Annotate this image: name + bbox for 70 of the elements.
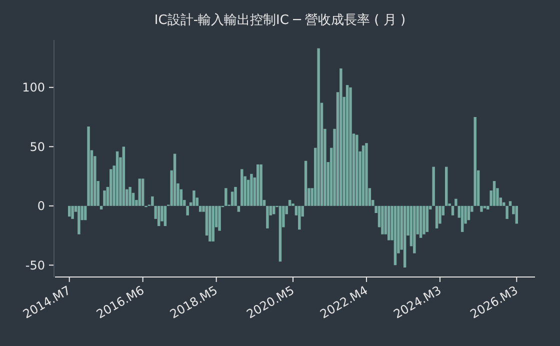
bar [164, 206, 167, 226]
bar [128, 186, 132, 206]
bar [454, 198, 458, 206]
bar [100, 206, 103, 210]
bar [381, 206, 384, 234]
bar [224, 188, 228, 206]
bar [362, 145, 365, 206]
bar [298, 206, 301, 230]
bar [157, 206, 160, 226]
bar [68, 206, 71, 217]
bar [349, 87, 352, 206]
bar [237, 206, 240, 212]
bar [403, 206, 406, 268]
bar [186, 206, 189, 216]
bar [467, 206, 470, 220]
bar [208, 206, 212, 242]
bar [394, 206, 397, 266]
bar [432, 166, 435, 206]
bar [151, 196, 154, 206]
bar [266, 206, 269, 228]
bar [250, 174, 253, 206]
bar [426, 206, 429, 232]
bar [480, 206, 483, 212]
bar [278, 206, 282, 262]
bar [103, 190, 106, 206]
bar [122, 146, 126, 206]
bar [460, 206, 464, 232]
bar [387, 206, 390, 240]
bar [212, 206, 214, 242]
bar [218, 206, 221, 231]
y-tick-label: 100 [22, 80, 45, 95]
bar [486, 206, 490, 210]
bar [506, 206, 508, 219]
bar [451, 206, 454, 216]
bar [198, 206, 202, 212]
bar [234, 186, 237, 206]
y-tick-label: 0 [37, 199, 45, 214]
bar [84, 206, 87, 220]
bar [256, 164, 260, 206]
bar [422, 206, 426, 234]
bar [419, 206, 422, 238]
bar [240, 169, 244, 206]
bar [508, 201, 512, 206]
bar [87, 126, 90, 206]
bar [356, 134, 358, 206]
bar [492, 181, 496, 206]
bar [110, 169, 112, 206]
bar [483, 206, 486, 208]
bar [474, 117, 476, 206]
bar [260, 164, 262, 206]
bar [304, 160, 308, 206]
bar [413, 206, 416, 254]
bar [365, 143, 368, 206]
bar [173, 154, 176, 206]
bar [444, 166, 448, 206]
bar [346, 85, 349, 206]
bar [317, 48, 320, 206]
bar [340, 68, 342, 206]
bar [288, 200, 292, 206]
bar [192, 190, 196, 206]
bar [71, 206, 74, 219]
bar [515, 206, 518, 224]
bar [141, 178, 144, 206]
bar [435, 206, 438, 228]
bar [116, 151, 119, 206]
y-tick-label: 50 [30, 140, 45, 154]
chart-title: IC設計-輸入輸出控制IC ─ 營收成長率 ( 月 ) [154, 12, 406, 28]
bar [138, 178, 142, 206]
bar [78, 206, 80, 234]
y-tick-label: -50 [25, 258, 45, 272]
